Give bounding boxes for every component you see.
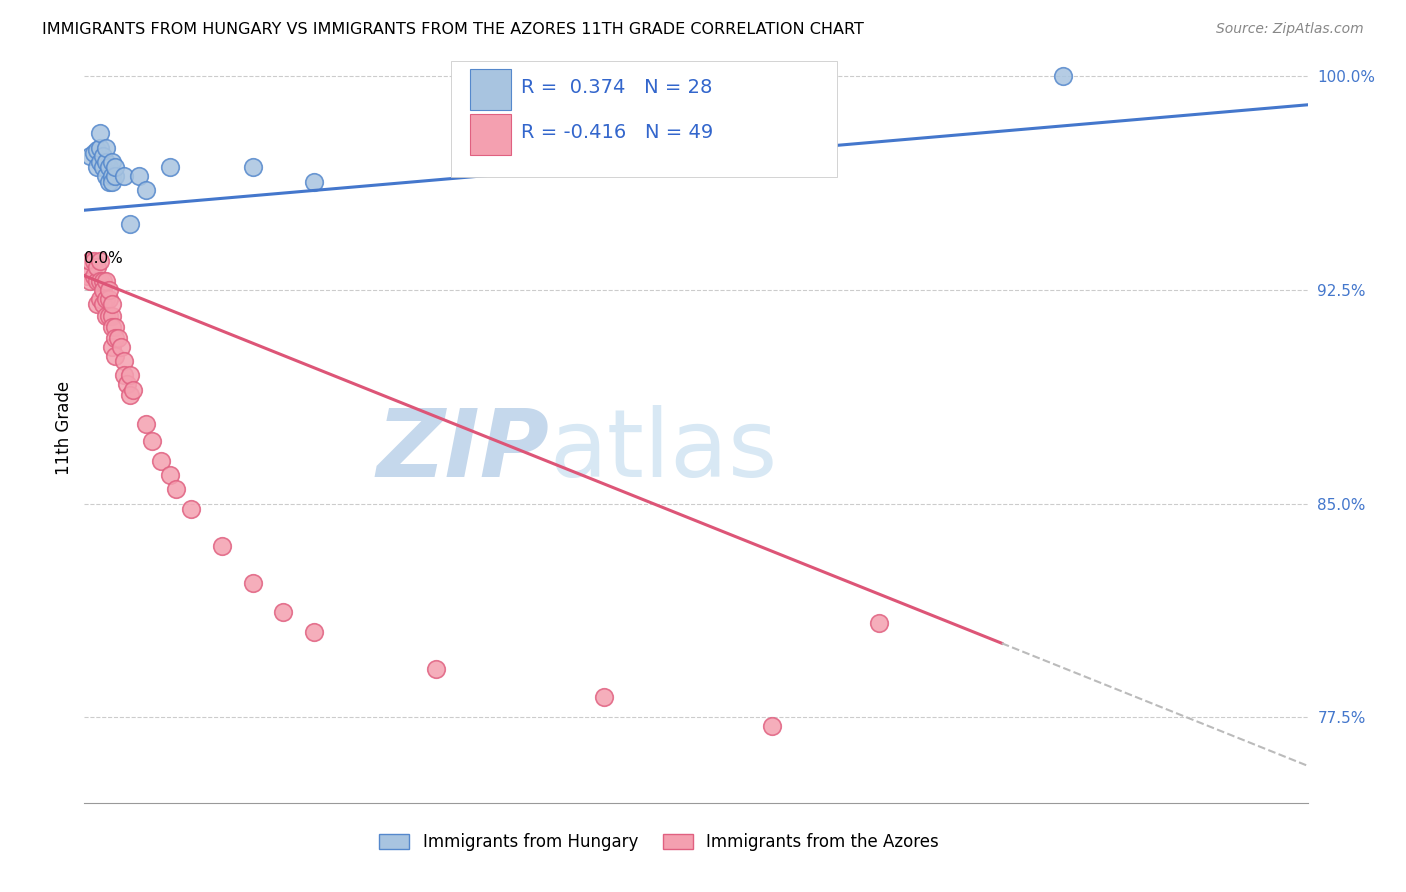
FancyBboxPatch shape (451, 61, 837, 178)
Point (211, 540, 233, 554)
Point (120, 218, 142, 232)
Point (79, 275, 101, 289)
Point (1052, 70, 1074, 84)
Text: R = -0.416   N = 49: R = -0.416 N = 49 (522, 123, 713, 142)
Point (159, 468, 181, 483)
Point (91, 161, 114, 175)
Point (104, 331, 127, 345)
Point (101, 320, 124, 334)
Point (83, 268, 105, 283)
Point (91, 297, 114, 311)
Point (122, 383, 145, 397)
Point (135, 417, 157, 431)
Point (180, 502, 202, 516)
Point (101, 175, 124, 189)
Text: R =  0.374   N = 28: R = 0.374 N = 28 (522, 78, 713, 96)
Point (165, 483, 187, 497)
Point (91, 275, 114, 289)
Point (104, 320, 127, 334)
Point (110, 340, 132, 354)
Point (94, 275, 117, 289)
Point (91, 149, 114, 163)
Point (89, 140, 111, 154)
Text: IMMIGRANTS FROM HUNGARY VS IMMIGRANTS FROM THE AZORES 11TH GRADE CORRELATION CHA: IMMIGRANTS FROM HUNGARY VS IMMIGRANTS FR… (42, 22, 865, 37)
Point (120, 368, 142, 383)
Point (101, 297, 124, 311)
Point (302, 175, 325, 189)
Point (135, 183, 157, 197)
Point (120, 388, 142, 402)
Legend: Immigrants from Hungary, Immigrants from the Azores: Immigrants from Hungary, Immigrants from… (373, 827, 946, 858)
Point (97, 175, 120, 189)
Point (79, 254, 101, 268)
Point (302, 624, 325, 639)
Point (271, 605, 294, 619)
Point (593, 690, 616, 705)
Point (89, 254, 111, 268)
Point (101, 340, 124, 354)
Point (104, 169, 127, 183)
Point (86, 260, 108, 275)
Point (86, 144, 108, 158)
Point (94, 154, 117, 169)
Point (79, 149, 101, 163)
Point (97, 283, 120, 297)
Point (97, 161, 120, 175)
Point (112, 368, 135, 383)
Point (115, 376, 138, 391)
Point (89, 126, 111, 140)
Point (86, 297, 108, 311)
Point (242, 576, 264, 591)
Point (149, 454, 172, 468)
Point (425, 662, 447, 676)
Point (141, 434, 163, 448)
Point (89, 275, 111, 289)
Point (112, 354, 135, 368)
Point (242, 161, 264, 175)
Text: Source: ZipAtlas.com: Source: ZipAtlas.com (1216, 22, 1364, 37)
FancyBboxPatch shape (470, 114, 512, 154)
Point (76, 268, 98, 283)
Point (83, 146, 105, 161)
Point (101, 154, 124, 169)
Point (104, 349, 127, 363)
Point (91, 283, 114, 297)
Point (94, 292, 117, 306)
Point (89, 154, 111, 169)
Point (104, 161, 127, 175)
Point (94, 309, 117, 323)
Point (101, 169, 124, 183)
Point (128, 169, 150, 183)
Point (107, 331, 129, 345)
Point (94, 169, 117, 183)
Point (761, 719, 783, 733)
Point (97, 309, 120, 323)
Point (112, 169, 135, 183)
Y-axis label: 11th Grade: 11th Grade (55, 381, 73, 475)
Point (101, 309, 124, 323)
Point (83, 254, 105, 268)
Point (159, 161, 181, 175)
Point (86, 161, 108, 175)
Point (869, 616, 891, 631)
Point (86, 275, 108, 289)
Point (97, 292, 120, 306)
Point (89, 292, 111, 306)
Point (94, 140, 117, 154)
Text: atlas: atlas (550, 405, 778, 497)
FancyBboxPatch shape (470, 70, 512, 110)
Text: ZIP: ZIP (377, 405, 550, 497)
Text: 0.0%: 0.0% (84, 251, 124, 266)
